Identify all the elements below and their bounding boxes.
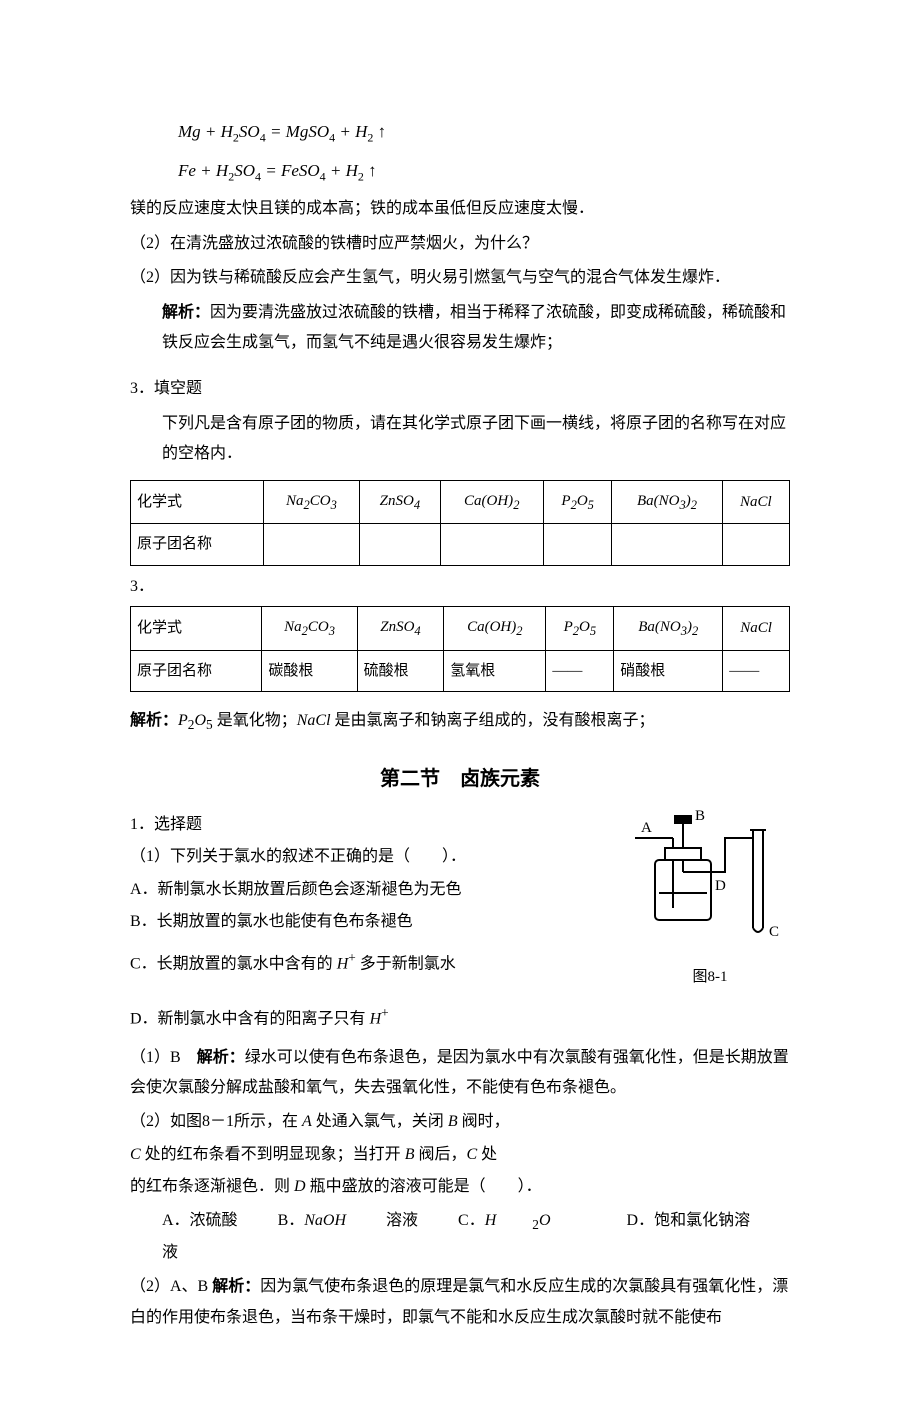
cell-answer: 硫酸根: [357, 650, 444, 692]
cell-blank: [612, 524, 722, 566]
formula-table-blank: 化学式 Na2CO3 ZnSO4 Ca(OH)2 P2O5 Ba(NO3)2 N…: [130, 480, 790, 566]
figure-caption: 图8-1: [630, 963, 790, 992]
cell-formula: Ca(OH)2: [440, 480, 543, 524]
table-row: 化学式 Na2CO3 ZnSO4 Ca(OH)2 P2O5 Ba(NO3)2 N…: [131, 480, 790, 524]
cell-answer: ——: [546, 650, 614, 692]
option-d: D．新制氯水中含有的阳离子只有 H+: [130, 1000, 790, 1035]
cell-blank: [722, 524, 789, 566]
analysis-label: 解析：: [212, 1278, 260, 1295]
q2-analysis-text: 因为要清洗盛放过浓硫酸的铁槽，相当于稀释了浓硫酸，即变成稀硫酸，稀硫酸和铁反应会…: [162, 304, 786, 351]
cell-answer: 碳酸根: [262, 650, 357, 692]
analysis-label: 解析：: [197, 1049, 245, 1066]
label-d: D: [715, 878, 726, 894]
s2-q2-line2: C 处的红布条看不到明显现象；当打开 B 阀后，C 处: [130, 1140, 790, 1170]
s2-q2-options: A．浓硫酸 B．NaOH 溶液 C．H2O D．饱和氯化钠溶液: [130, 1206, 790, 1268]
cell-formula: NaCl: [722, 480, 789, 524]
cell-formula: ZnSO4: [360, 480, 441, 524]
s2-q1-stem: （1）下列关于氯水的叙述不正确的是（ ）．: [130, 842, 620, 872]
cell-header: 化学式: [131, 480, 264, 524]
cell-formula: Na2CO3: [263, 480, 359, 524]
s2-q1-heading: 1．选择题: [130, 810, 620, 840]
option-b: B．NaOH 溶液: [278, 1212, 418, 1229]
label-b: B: [695, 808, 705, 824]
q2-answer: （2）因为铁与稀硫酸反应会产生氢气，明火易引燃氢气与空气的混合气体发生爆炸．: [130, 263, 790, 293]
apparatus-figure: A B C D: [635, 808, 785, 948]
option-c: C．H2O: [458, 1212, 586, 1229]
section-title: 第二节 卤族元素: [130, 760, 790, 798]
cell-header: 原子团名称: [131, 650, 262, 692]
table-row: 化学式 Na2CO3 ZnSO4 Ca(OH)2 P2O5 Ba(NO3)2 N…: [131, 607, 790, 651]
s2-q1-answer: （1）B 解析：绿水可以使有色布条退色，是因为氯水中有次氯酸有强氧化性，但是长期…: [130, 1043, 790, 1104]
cell-header: 化学式: [131, 607, 262, 651]
answer-prefix: （1）B: [130, 1049, 197, 1066]
cell-formula: Ba(NO3)2: [614, 607, 723, 651]
cell-answer: 氢氧根: [444, 650, 546, 692]
cell-answer: ——: [723, 650, 790, 692]
cell-formula: Na2CO3: [262, 607, 357, 651]
q3-prompt: 下列凡是含有原子团的物质，请在其化学式原子团下画一横线，将原子团的名称写在对应的…: [130, 409, 790, 470]
cell-formula: Ba(NO3)2: [612, 480, 722, 524]
table-row: 原子团名称: [131, 524, 790, 566]
table-row: 原子团名称 碳酸根 硫酸根 氢氧根 —— 硝酸根 ——: [131, 650, 790, 692]
cell-formula: NaCl: [723, 607, 790, 651]
cell-blank: [543, 524, 612, 566]
cell-header: 原子团名称: [131, 524, 264, 566]
equation-mg: Mg + H2SO4 = MgSO4 + H2 ↑: [130, 116, 790, 149]
cell-formula: P2O5: [546, 607, 614, 651]
answer-prefix: （2）A、B: [130, 1278, 212, 1295]
option-c: C．长期放置的氯水中含有的 H+ 多于新制氯水: [130, 945, 620, 980]
formula-table-answers: 化学式 Na2CO3 ZnSO4 Ca(OH)2 P2O5 Ba(NO3)2 N…: [130, 606, 790, 692]
label-c: C: [769, 924, 779, 940]
option-a: A．浓硫酸: [162, 1212, 238, 1229]
label-a: A: [641, 820, 652, 836]
cell-blank: [263, 524, 359, 566]
q2-analysis: 解析：因为要清洗盛放过浓硫酸的铁槽，相当于稀释了浓硫酸，即变成稀硫酸，稀硫酸和铁…: [130, 298, 790, 359]
q3-analysis-text: P2O5 是氧化物；NaCl 是由氯离子和钠离子组成的，没有酸根离子；: [178, 712, 655, 729]
s2-q2-line1: （2）如图8－1所示，在 A 处通入氯气，关闭 B 阀时，: [130, 1107, 790, 1137]
s2-q2-answer: （2）A、B 解析：因为氯气使布条退色的原理是氯气和水反应生成的次氯酸具有强氧化…: [130, 1272, 790, 1333]
option-d: D．饱和氯化钠溶液: [162, 1212, 750, 1261]
cell-formula: ZnSO4: [357, 607, 444, 651]
cell-formula: P2O5: [543, 480, 612, 524]
cell-formula: Ca(OH)2: [444, 607, 546, 651]
answer-row-label: 3．: [130, 572, 790, 602]
cell-answer: 硝酸根: [614, 650, 723, 692]
analysis-label: 解析：: [162, 304, 210, 321]
q2-prompt: （2）在清洗盛放过浓硫酸的铁槽时应严禁烟火，为什么？: [130, 229, 790, 259]
option-b: B．长期放置的氯水也能使有色布条褪色: [130, 907, 620, 937]
mg-fe-reason: 镁的反应速度太快且镁的成本高；铁的成本虽低但反应速度太慢．: [130, 194, 790, 224]
q3-analysis: 解析：P2O5 是氧化物；NaCl 是由氯离子和钠离子组成的，没有酸根离子；: [130, 706, 790, 738]
q3-heading: 3．填空题: [130, 374, 790, 404]
s2-q2-line3: 的红布条逐渐褪色．则 D 瓶中盛放的溶液可能是（ ）．: [130, 1172, 790, 1202]
option-a: A．新制氯水长期放置后颜色会逐渐褪色为无色: [130, 875, 620, 905]
cell-blank: [440, 524, 543, 566]
analysis-label: 解析：: [130, 712, 178, 729]
cell-blank: [360, 524, 441, 566]
equation-fe: Fe + H2SO4 = FeSO4 + H2 ↑: [130, 155, 790, 188]
